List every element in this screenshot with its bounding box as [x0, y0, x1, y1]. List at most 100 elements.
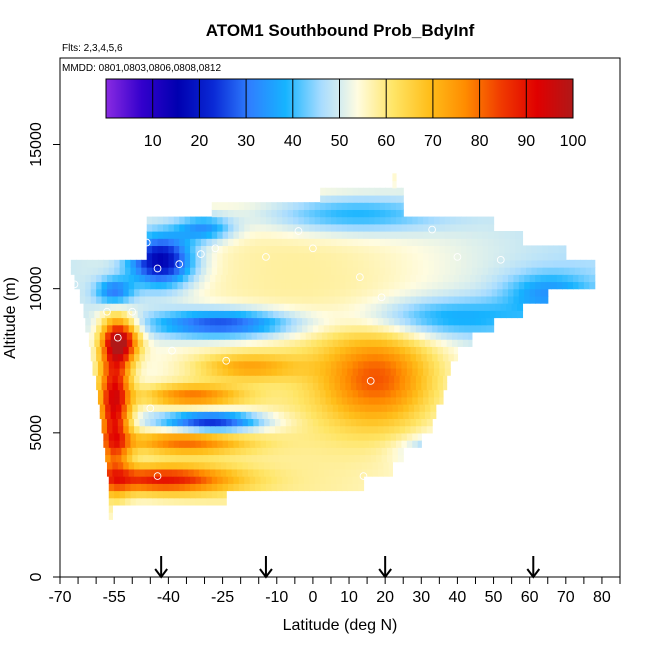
heatmap-cell	[150, 324, 157, 333]
heatmap-cell	[190, 389, 197, 398]
heatmap-cell	[435, 331, 442, 340]
heatmap-cell	[564, 252, 567, 261]
heatmap-cell	[181, 339, 188, 347]
heatmap-cell	[204, 295, 211, 304]
heatmap-cell	[161, 288, 168, 297]
heatmap-cell	[204, 288, 211, 297]
heatmap-cell	[260, 209, 267, 218]
heatmap-cell	[253, 468, 260, 477]
heatmap-cell	[423, 231, 430, 239]
heatmap-cell	[350, 288, 357, 297]
heatmap-cell	[430, 404, 437, 412]
heatmap-cell	[150, 375, 157, 383]
heatmap-cell	[312, 468, 319, 477]
heatmap-cell	[85, 288, 92, 297]
heatmap-cell	[188, 346, 195, 355]
x-tick-label: 50	[485, 589, 503, 606]
heatmap-cell	[486, 324, 493, 333]
heatmap-cell	[249, 259, 256, 268]
heatmap-cell	[303, 483, 310, 492]
down-arrow	[378, 556, 392, 579]
heatmap-cell	[190, 396, 197, 405]
heatmap-cell	[215, 281, 222, 290]
heatmap-cell	[144, 324, 151, 333]
heatmap-cell	[105, 303, 112, 311]
heatmap-cell	[211, 252, 218, 261]
heatmap-cell	[410, 425, 417, 434]
heatmap-cell	[166, 468, 173, 477]
heatmap-cell	[157, 396, 164, 405]
sample-point	[356, 273, 364, 281]
chart-title: ATOM1 Southbound Prob_BdyInf	[206, 21, 475, 40]
heatmap-cell	[518, 274, 525, 283]
heatmap-cell	[276, 238, 283, 247]
heatmap-cell	[190, 238, 197, 247]
heatmap-cell	[209, 382, 216, 391]
heatmap-cell	[323, 382, 330, 391]
heatmap-cell	[206, 245, 213, 254]
heatmap-cell	[238, 440, 245, 448]
heatmap-cell	[542, 252, 549, 261]
heatmap-cell	[134, 324, 141, 333]
heatmap-cell	[325, 223, 332, 232]
heatmap-cell	[390, 440, 397, 448]
heatmap-cell	[253, 324, 260, 333]
heatmap-cell	[88, 303, 95, 311]
heatmap-cell	[356, 375, 363, 383]
heatmap-cell	[574, 267, 581, 275]
heatmap-cell	[168, 396, 175, 405]
heatmap-cell	[330, 360, 337, 369]
heatmap-cell	[228, 238, 235, 247]
heatmap-cell	[172, 375, 179, 383]
heatmap-cell	[318, 274, 325, 283]
heatmap-cell	[211, 238, 218, 247]
heatmap-cell	[379, 259, 386, 268]
colorbar-tick-label: 70	[424, 133, 442, 150]
sample-point	[211, 244, 220, 253]
heatmap-cell	[377, 353, 384, 362]
heatmap-cell	[374, 194, 381, 203]
heatmap-cell	[228, 202, 235, 210]
heatmap-cell	[424, 404, 431, 412]
heatmap-cell	[341, 209, 348, 218]
heatmap-cell	[336, 360, 343, 369]
heatmap-cell	[383, 281, 390, 290]
heatmap-cell	[358, 389, 365, 398]
heatmap-cell	[162, 223, 169, 232]
heatmap-cell	[121, 404, 128, 412]
heatmap-cell	[267, 303, 274, 311]
heatmap-cell	[193, 461, 200, 470]
heatmap-cell	[356, 281, 363, 290]
heatmap-cell	[222, 360, 229, 369]
heatmap-cell	[222, 367, 229, 376]
heatmap-cell	[135, 267, 142, 275]
heatmap-cell	[287, 432, 294, 441]
heatmap-cell	[220, 274, 227, 283]
heatmap-cell	[179, 440, 186, 448]
heatmap-cell	[242, 461, 249, 470]
heatmap-cell	[475, 324, 482, 333]
heatmap-cell	[410, 295, 417, 304]
heatmap-cell	[352, 389, 359, 398]
heatmap-cell	[462, 339, 469, 347]
heatmap-cell	[367, 317, 374, 326]
heatmap-cell	[412, 238, 419, 247]
heatmap-cell	[204, 346, 211, 355]
heatmap-cell	[119, 360, 126, 369]
heatmap-cell	[244, 209, 251, 218]
heatmap-cell	[237, 288, 244, 297]
heatmap-cell	[385, 231, 392, 239]
heatmap-cell	[354, 454, 361, 463]
heatmap-cell	[439, 245, 446, 254]
heatmap-cell	[553, 245, 560, 254]
heatmap-cell	[374, 252, 381, 261]
heatmap-cell	[200, 231, 207, 239]
sample-point	[377, 293, 386, 302]
heatmap-cell	[184, 259, 191, 268]
heatmap-cell	[289, 447, 296, 456]
heatmap-cell	[345, 274, 352, 283]
heatmap-cell	[218, 404, 225, 412]
heatmap-cell	[374, 238, 381, 247]
heatmap-cell	[302, 353, 309, 362]
heatmap-cell	[509, 259, 516, 268]
